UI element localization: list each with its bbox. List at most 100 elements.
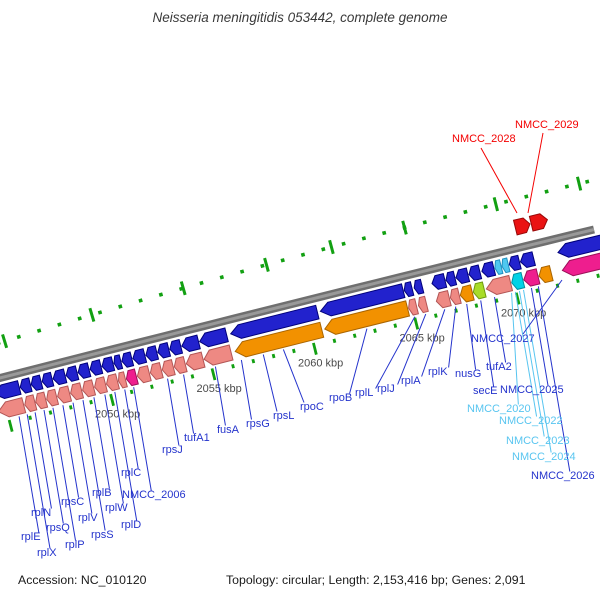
gene-arrow	[132, 348, 148, 365]
leader-line	[183, 374, 195, 434]
gene-label: rpsL	[273, 410, 294, 422]
leader-line	[26, 414, 51, 549]
outer-dot	[57, 322, 62, 327]
leader-line	[62, 405, 80, 498]
gene-block	[538, 264, 554, 284]
gene-block	[46, 388, 60, 407]
outer-dot	[16, 334, 22, 340]
gene-label: NMCC_2024	[512, 451, 576, 463]
outer-dot	[36, 328, 42, 333]
leader-line	[282, 349, 305, 403]
outer-tall-mark	[492, 197, 500, 212]
gene-arrow	[519, 251, 537, 269]
gene-label: rplC	[121, 467, 141, 479]
gene-arrow	[445, 270, 458, 287]
gene-arrow	[121, 351, 135, 368]
gene-label: NMCC_2023	[506, 435, 570, 447]
leader-line	[522, 279, 563, 335]
minor-tick	[332, 338, 337, 344]
outer-dot	[199, 280, 204, 286]
gene-arrow	[181, 334, 201, 352]
forward-strand-genes	[512, 213, 549, 236]
minor-tick	[271, 353, 276, 359]
gene-block	[561, 252, 600, 277]
gene-label: NMCC_2028	[452, 133, 516, 145]
minor-tick	[575, 278, 580, 284]
gene-block	[136, 365, 152, 384]
leader-line	[167, 378, 180, 446]
gene-block	[449, 287, 462, 306]
gene-label: rplJ	[377, 383, 395, 395]
red-gene-arrow	[528, 213, 549, 232]
leader-line	[514, 291, 538, 417]
minor-tick	[129, 389, 134, 395]
gene-labels: rplN rplE rplX rpsQ rplP rpsC rplV rpsS rplB rplW…	[21, 119, 595, 559]
outer-dot-ring	[0, 176, 590, 349]
gene-label: rpsG	[246, 418, 270, 430]
gene-arrow	[229, 304, 320, 339]
outer-dot	[77, 316, 82, 321]
major-tick	[7, 419, 14, 433]
outer-dot	[260, 263, 265, 269]
minor-tick	[292, 348, 296, 354]
outer-dot	[382, 230, 387, 236]
outer-tall-mark	[401, 220, 408, 235]
outer-dot	[0, 340, 1, 346]
gene-block	[324, 300, 411, 335]
gene-label: NMCC_2026	[531, 470, 595, 482]
outer-tall-mark	[88, 307, 96, 322]
outer-tall-mark	[328, 239, 335, 255]
outer-tall-mark	[179, 281, 187, 296]
gene-label: rpsC	[61, 496, 84, 508]
gene-block	[82, 379, 97, 398]
minor-tick	[474, 303, 479, 308]
gene-label: rplD	[121, 519, 141, 531]
gene-label: tufA1	[184, 432, 210, 444]
gene-label: NMCC_2020	[467, 403, 531, 415]
major-tick	[210, 368, 217, 381]
gene-label: fusA	[217, 424, 240, 436]
minor-tick	[231, 363, 235, 369]
minor-tick	[352, 333, 357, 339]
minor-tick	[170, 379, 175, 384]
outer-dot	[361, 236, 367, 241]
outer-tall-mark	[575, 176, 583, 191]
minor-tick	[150, 384, 154, 390]
backbone-arc	[0, 225, 595, 383]
minor-tick	[535, 288, 540, 293]
leader-line	[397, 313, 427, 385]
leader-line	[124, 389, 139, 469]
outer-dot	[524, 194, 529, 199]
gene-arrow	[145, 345, 160, 362]
outer-dot	[138, 298, 143, 303]
minor-tick	[48, 410, 53, 415]
gene-arrow	[0, 380, 22, 400]
leader-line	[34, 412, 52, 509]
major-tick	[109, 393, 115, 407]
gene-label: rplK	[428, 366, 448, 378]
leader-line	[262, 354, 278, 412]
ruler-label: 2060 kbp	[298, 358, 343, 370]
leader-line	[375, 316, 416, 389]
gene-label: rplA	[401, 375, 421, 387]
gene-block	[185, 351, 206, 371]
gene-label: rpoC	[300, 401, 324, 413]
leader-line	[52, 407, 77, 541]
gene-label: rplL	[355, 387, 373, 399]
outer-dot	[97, 310, 103, 315]
outer-dot	[118, 304, 123, 309]
leader-line	[466, 303, 477, 370]
gene-label: rplB	[92, 487, 112, 499]
minor-tick	[68, 405, 73, 410]
gene-block	[105, 373, 121, 392]
gene-label: rplN	[31, 507, 51, 519]
leader-line	[448, 306, 457, 368]
gene-label: secE	[473, 385, 497, 397]
gene-arrow	[198, 327, 229, 348]
gene-label: NMCC_2029	[515, 119, 579, 131]
gene-arrow	[468, 264, 483, 281]
gene-ring-uniform	[0, 234, 600, 400]
gene-ring-category	[0, 252, 600, 418]
